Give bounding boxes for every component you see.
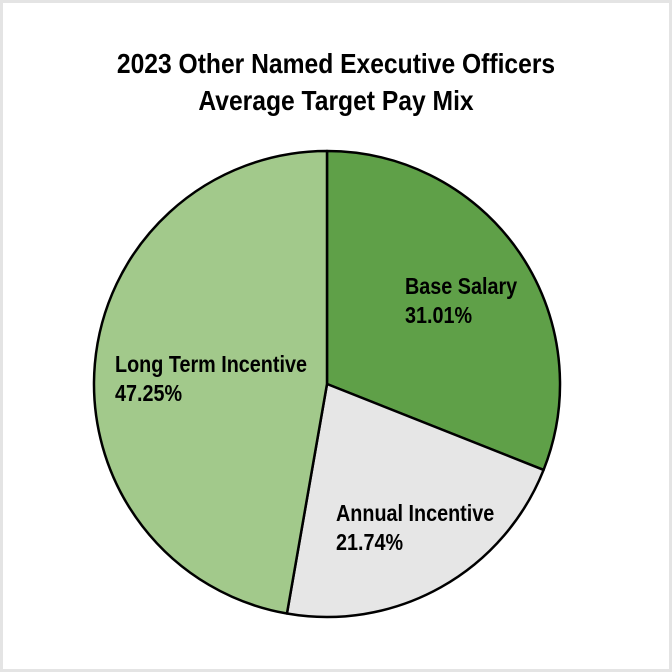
slice-label-value: 21.74%: [336, 529, 404, 555]
slice-label-value: 31.01%: [405, 302, 473, 328]
slice-label-name: Annual Incentive: [336, 500, 495, 526]
pie-slice-base-salary: [325, 149, 562, 472]
chart-title-line-2: Average Target Pay Mix: [198, 84, 474, 116]
chart-title-line-1: 2023 Other Named Executive Officers: [116, 47, 556, 79]
slice-label-annual-incentive: Annual Incentive 21.74%: [336, 499, 494, 557]
pie-slice-long-term-incentive: [92, 149, 329, 615]
slice-label-long-term-incentive: Long Term Incentive 47.25%: [115, 350, 307, 408]
slice-label-base-salary: Base Salary 31.01%: [405, 272, 517, 330]
pie-slice-annual-incentive: [285, 382, 545, 619]
slice-label-name: Long Term Incentive: [115, 351, 307, 377]
slice-label-name: Base Salary: [405, 273, 518, 299]
slice-label-value: 47.25%: [115, 380, 183, 406]
chart-title: 2023 Other Named Executive Officers Aver…: [40, 45, 631, 119]
